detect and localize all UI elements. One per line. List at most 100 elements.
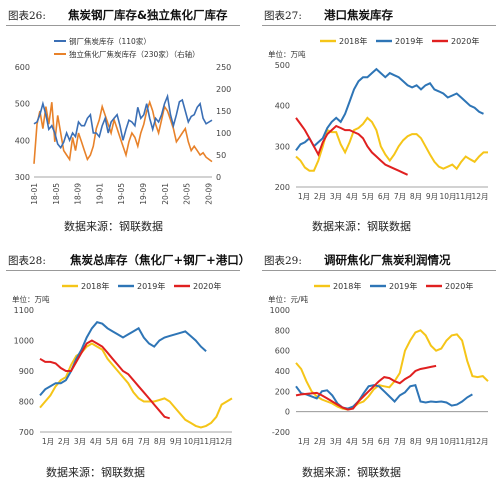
x-tick-label: 11月 bbox=[455, 437, 472, 446]
x-tick-label: 10月 bbox=[183, 437, 200, 446]
legend-label: 2019年 bbox=[137, 281, 165, 291]
y-tick-label: 800 bbox=[275, 326, 290, 335]
legend-label: 2018年 bbox=[333, 281, 361, 291]
x-tick-label: 4月 bbox=[346, 437, 358, 446]
x-tick-label: 4月 bbox=[346, 192, 358, 201]
panel-header: 图表28: 焦炭总库存（焦化厂+钢厂+港口） bbox=[6, 250, 250, 271]
y-tick-label: 200 bbox=[275, 387, 290, 396]
figure-label: 图表28: bbox=[8, 255, 46, 267]
series-line-2020年 bbox=[295, 364, 437, 411]
figure-title: 焦炭钢厂库存&独立焦化厂库存 bbox=[68, 8, 228, 22]
header-rule bbox=[6, 270, 240, 271]
x-tick-label: 3月 bbox=[330, 192, 342, 201]
x-tick-label: 19-01 bbox=[95, 183, 104, 205]
figure-title: 港口焦炭库存 bbox=[324, 8, 393, 22]
x-tick-label: 7月 bbox=[138, 437, 150, 446]
unit-label: 单位：元/吨 bbox=[268, 294, 309, 304]
x-tick-label: 20-01 bbox=[161, 183, 170, 205]
series-line-2020年 bbox=[39, 339, 170, 420]
x-tick-label: 5月 bbox=[362, 437, 374, 446]
series-line-2018年 bbox=[295, 116, 488, 172]
figure-label: 图表29: bbox=[264, 255, 302, 267]
y2-tick-label: 50 bbox=[216, 151, 226, 160]
x-tick-label: 10月 bbox=[439, 192, 456, 201]
x-tick-label: 6月 bbox=[378, 192, 390, 201]
y-tick-label: 600 bbox=[15, 63, 30, 72]
x-tick-label: 1月 bbox=[42, 437, 54, 446]
x-tick-label: 11月 bbox=[455, 192, 472, 201]
x-tick-label: 18-09 bbox=[74, 183, 83, 205]
series-line-2020年 bbox=[295, 117, 409, 176]
figure-label: 图表26: bbox=[8, 10, 46, 22]
x-tick-label: 18-01 bbox=[30, 183, 39, 205]
x-tick-label: 1月 bbox=[298, 192, 310, 201]
series-line-2019年 bbox=[295, 67, 484, 151]
y-tick-label: 1100 bbox=[14, 306, 34, 315]
series-line-2018年 bbox=[39, 342, 233, 429]
x-tick-label: 9月 bbox=[426, 437, 438, 446]
x-tick-label: 8月 bbox=[154, 437, 166, 446]
y-tick-label: 1000 bbox=[14, 337, 34, 346]
series-line-2019年 bbox=[295, 384, 473, 410]
x-tick-label: 8月 bbox=[410, 437, 422, 446]
unit-label: 单位：万吨 bbox=[12, 294, 50, 304]
x-tick-label: 19-05 bbox=[117, 183, 126, 205]
chart-26: 300 400 500 600 0 50 100 150 200 250 18-01 18-05 18-… bbox=[15, 36, 232, 205]
panel-header: 图表26: 焦炭钢厂库存&独立焦化厂库存 bbox=[6, 5, 240, 26]
legend-label: 2020年 bbox=[445, 281, 473, 291]
x-tick-label: 12月 bbox=[471, 437, 488, 446]
y-tick-label: 500 bbox=[275, 61, 290, 70]
figure-label: 图表27: bbox=[264, 10, 302, 22]
chart-28: 单位：万吨 700 800 900 1000 1100 1月 2月 3月 4月 5月 6月 7月 8月 9月… bbox=[12, 281, 233, 446]
x-tick-label: 7月 bbox=[394, 437, 406, 446]
panel-header: 图表27: 港口焦炭库存 bbox=[262, 5, 496, 26]
series-line-2019年 bbox=[39, 321, 207, 397]
series-line-2018年 bbox=[295, 329, 489, 411]
x-tick-label: 20-05 bbox=[183, 183, 192, 205]
x-tick-label: 5月 bbox=[362, 192, 374, 201]
chart-panel-27: 图表27: 港口焦炭库存 单位：万吨 200 300 400 500 1月 2月 3月 4月 5月… bbox=[262, 5, 496, 240]
legend-label: 2019年 bbox=[389, 281, 417, 291]
chart-panel-26: 图表26: 焦炭钢厂库存&独立焦化厂库存 300 400 500 600 0 50 100 1… bbox=[6, 5, 240, 240]
y-tick-label: 300 bbox=[275, 142, 290, 151]
x-tick-label: 4月 bbox=[90, 437, 102, 446]
legend-label: 2018年 bbox=[81, 281, 109, 291]
figure-title: 调研焦化厂焦炭利润情况 bbox=[324, 253, 451, 267]
chart-29: 单位：元/吨 -200 0 200 400 600 800 1000 1月 2月 3月 4月 5月 6月 7… bbox=[268, 281, 489, 446]
header-rule bbox=[262, 25, 496, 26]
y-tick-label: 300 bbox=[15, 173, 30, 182]
x-tick-label: 9月 bbox=[426, 192, 438, 201]
source-note: 数据来源：钢联数据 bbox=[64, 220, 163, 233]
source-note: 数据来源：钢联数据 bbox=[46, 466, 145, 479]
y2-tick-label: 100 bbox=[216, 129, 231, 138]
series-line-coke bbox=[33, 99, 213, 164]
x-tick-label: 2月 bbox=[314, 192, 326, 201]
legend-label: 钢厂焦炭库存（110家） bbox=[69, 36, 151, 46]
y2-tick-label: 0 bbox=[216, 173, 221, 182]
panel-header: 图表29: 调研焦化厂焦炭利润情况 bbox=[262, 250, 496, 271]
x-tick-label: 5月 bbox=[106, 437, 118, 446]
legend-label: 2020年 bbox=[193, 281, 221, 291]
y2-tick-label: 150 bbox=[216, 107, 231, 116]
x-tick-label: 8月 bbox=[410, 192, 422, 201]
y2-tick-label: 200 bbox=[216, 85, 231, 94]
chart-panel-28: 图表28: 焦炭总库存（焦化厂+钢厂+港口） 单位：万吨 700 800 900 100… bbox=[6, 250, 250, 485]
header-rule bbox=[262, 270, 496, 271]
x-tick-label: 6月 bbox=[378, 437, 390, 446]
y-tick-label: 900 bbox=[19, 367, 34, 376]
x-tick-label: 2月 bbox=[58, 437, 70, 446]
x-tick-label: 9月 bbox=[170, 437, 182, 446]
series-line-steel bbox=[33, 93, 213, 150]
y-tick-label: 800 bbox=[19, 398, 34, 407]
legend-label: 2018年 bbox=[339, 36, 367, 46]
x-tick-label: 12月 bbox=[215, 437, 232, 446]
legend-label: 2020年 bbox=[451, 36, 479, 46]
x-tick-label: 20-09 bbox=[204, 183, 213, 205]
legend-label: 2019年 bbox=[395, 36, 423, 46]
x-tick-label: 19-09 bbox=[139, 183, 148, 205]
legend-label: 独立焦化厂焦炭库存（230家）（右轴） bbox=[69, 49, 200, 59]
y-tick-label: 200 bbox=[275, 183, 290, 192]
chart-27: 单位：万吨 200 300 400 500 1月 2月 3月 4月 5月 6月 7月 8月 9月 10月11… bbox=[268, 36, 489, 201]
y-tick-label: 700 bbox=[19, 428, 34, 437]
x-tick-label: 2月 bbox=[314, 437, 326, 446]
